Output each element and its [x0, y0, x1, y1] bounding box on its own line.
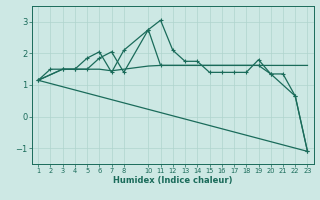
X-axis label: Humidex (Indice chaleur): Humidex (Indice chaleur): [113, 176, 233, 185]
